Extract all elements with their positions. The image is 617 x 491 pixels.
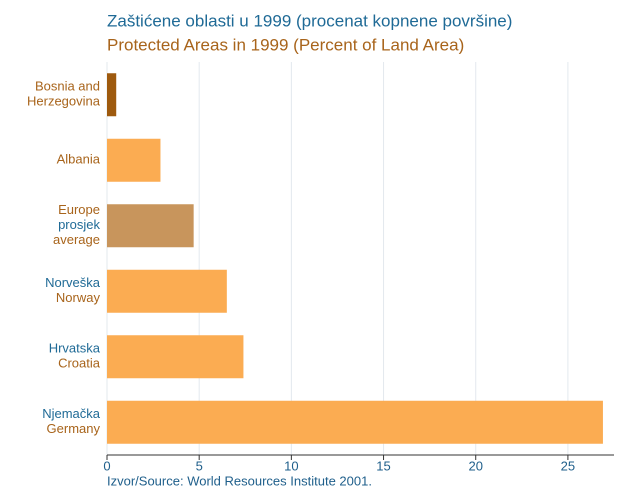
bar <box>107 400 603 444</box>
bar <box>107 335 244 379</box>
x-tick-label: 25 <box>561 458 575 473</box>
bar <box>107 269 227 313</box>
x-tick-label: 15 <box>376 458 390 473</box>
y-tick-label: Germany <box>47 421 101 436</box>
chart-subtitle: Protected Areas in 1999 (Percent of Land… <box>107 35 464 54</box>
y-tick-label: prosjek <box>58 217 100 232</box>
y-tick-label: Norveška <box>45 275 101 290</box>
y-tick-label: Njemačka <box>42 406 101 421</box>
bar <box>107 204 194 248</box>
y-tick-label: Bosnia and <box>35 79 100 94</box>
x-tick-label: 5 <box>196 458 203 473</box>
x-tick-label: 20 <box>468 458 482 473</box>
y-tick-label: average <box>53 232 100 247</box>
chart-title: Zaštićene oblasti u 1999 (procenat kopne… <box>107 11 512 30</box>
y-tick-label: Hrvatska <box>49 341 101 356</box>
x-tick-label: 0 <box>103 458 110 473</box>
y-tick-label: Norway <box>56 290 101 305</box>
bar <box>107 138 161 182</box>
bar <box>107 73 117 117</box>
y-tick-label: Croatia <box>58 356 101 371</box>
y-tick-label: Europe <box>58 202 100 217</box>
source-note: Izvor/Source: World Resources Institute … <box>107 473 372 488</box>
y-tick-label: Herzegovina <box>27 94 101 109</box>
y-tick-label: Albania <box>57 152 101 167</box>
x-tick-label: 10 <box>284 458 298 473</box>
